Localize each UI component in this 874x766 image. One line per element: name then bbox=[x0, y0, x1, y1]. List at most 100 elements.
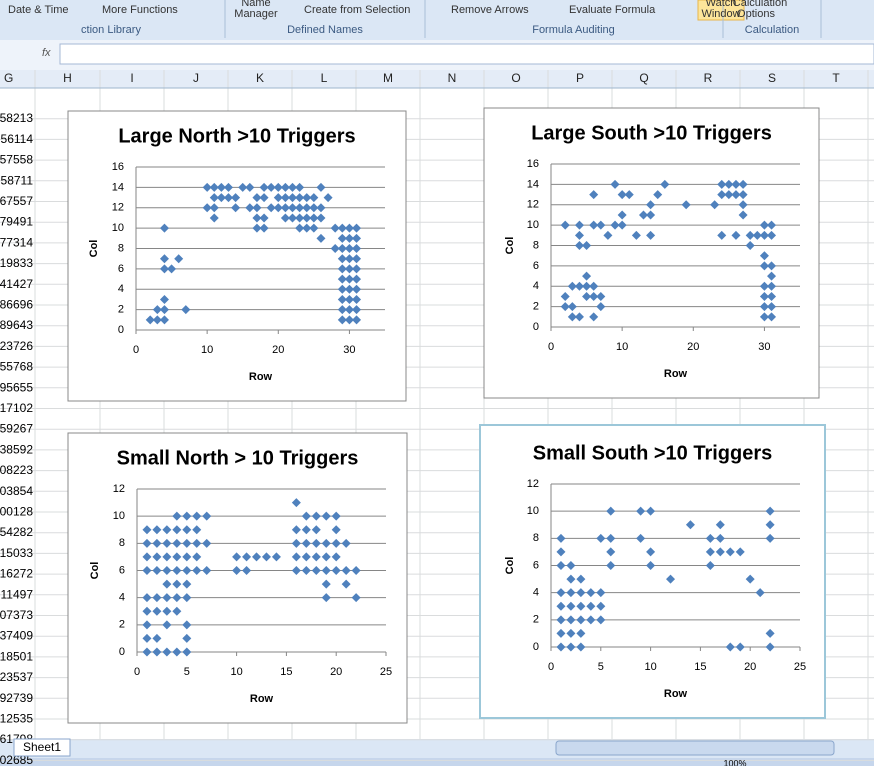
data-point bbox=[596, 588, 606, 598]
data-point bbox=[337, 223, 347, 233]
ribbon-button[interactable]: Window bbox=[701, 8, 740, 20]
data-point bbox=[331, 525, 341, 535]
data-point bbox=[301, 525, 311, 535]
data-point bbox=[231, 203, 241, 213]
data-point bbox=[172, 647, 182, 657]
data-point bbox=[291, 552, 301, 562]
data-point bbox=[202, 538, 212, 548]
data-point bbox=[321, 511, 331, 521]
cell: 95655 bbox=[0, 380, 33, 394]
data-point bbox=[596, 302, 606, 312]
data-point bbox=[337, 315, 347, 325]
data-point bbox=[610, 220, 620, 230]
data-point bbox=[344, 254, 354, 264]
scrollbar[interactable] bbox=[555, 740, 835, 756]
ribbon-button[interactable]: Evaluate Formula bbox=[569, 4, 656, 16]
data-point bbox=[181, 305, 191, 315]
chart-frame[interactable] bbox=[479, 424, 826, 719]
data-point bbox=[302, 193, 312, 203]
data-point bbox=[617, 190, 627, 200]
data-point bbox=[337, 244, 347, 253]
data-point bbox=[759, 220, 769, 230]
ribbon-group-label: Formula Auditing bbox=[532, 24, 615, 36]
chart-frame[interactable] bbox=[67, 432, 408, 724]
data-point bbox=[223, 182, 233, 192]
y-tick-label: 6 bbox=[118, 263, 124, 275]
data-point bbox=[152, 315, 162, 325]
ribbon-button[interactable]: More Functions bbox=[102, 4, 178, 16]
data-point bbox=[576, 574, 586, 584]
data-point bbox=[331, 538, 341, 548]
data-point bbox=[309, 203, 319, 213]
x-tick-label: 10 bbox=[616, 341, 628, 353]
x-tick-label: 5 bbox=[184, 666, 190, 678]
cell: 57558 bbox=[0, 153, 33, 167]
y-tick-label: 14 bbox=[527, 178, 539, 190]
data-point bbox=[192, 552, 202, 562]
data-point bbox=[341, 566, 351, 575]
data-point bbox=[311, 538, 321, 548]
cell: 41427 bbox=[0, 277, 33, 291]
data-point bbox=[724, 179, 734, 189]
data-point bbox=[606, 547, 616, 557]
ribbon-button[interactable]: Create from Selection bbox=[304, 4, 410, 16]
ribbon-button[interactable]: Name bbox=[241, 0, 270, 9]
sheet-tab[interactable] bbox=[13, 738, 71, 757]
y-tick-label: 12 bbox=[113, 483, 125, 495]
data-point bbox=[576, 615, 586, 625]
data-point bbox=[765, 533, 775, 543]
data-point bbox=[145, 315, 155, 325]
data-point bbox=[767, 302, 777, 312]
ribbon-button[interactable]: Calculation bbox=[733, 0, 787, 9]
data-point bbox=[321, 579, 331, 589]
y-tick-label: 12 bbox=[527, 478, 539, 490]
data-point bbox=[582, 291, 592, 301]
data-point bbox=[638, 210, 648, 220]
data-point bbox=[636, 506, 646, 516]
column-header: G bbox=[4, 71, 13, 85]
data-point bbox=[266, 182, 276, 192]
data-point bbox=[159, 305, 169, 315]
data-point bbox=[202, 511, 212, 521]
chart-title: Small North > 10 Triggers bbox=[117, 447, 359, 469]
x-tick-label: 5 bbox=[598, 661, 604, 673]
data-point bbox=[311, 511, 321, 521]
data-point bbox=[202, 566, 212, 575]
data-point bbox=[765, 642, 775, 652]
data-point bbox=[311, 525, 321, 535]
data-point bbox=[316, 203, 326, 213]
watch-window-button[interactable] bbox=[697, 0, 745, 21]
data-point bbox=[323, 193, 333, 203]
data-point bbox=[566, 588, 576, 598]
column-header: P bbox=[576, 71, 584, 85]
data-point bbox=[182, 552, 192, 562]
data-point bbox=[576, 628, 586, 638]
data-point bbox=[288, 203, 298, 213]
data-point bbox=[209, 213, 219, 223]
ribbon-button[interactable]: Watch bbox=[706, 0, 737, 9]
data-point bbox=[731, 190, 741, 200]
data-point bbox=[216, 193, 226, 203]
ribbon-button[interactable]: Remove Arrows bbox=[451, 4, 529, 16]
data-point bbox=[288, 213, 298, 223]
data-point bbox=[280, 203, 290, 213]
x-tick-label: 25 bbox=[380, 666, 392, 678]
data-point bbox=[717, 179, 727, 189]
data-point bbox=[142, 620, 152, 630]
formula-input[interactable] bbox=[59, 43, 874, 65]
ribbon-button[interactable]: Options bbox=[737, 8, 775, 20]
y-tick-label: 2 bbox=[533, 301, 539, 313]
cell: 15033 bbox=[0, 546, 33, 560]
cell: 17102 bbox=[0, 401, 33, 415]
y-tick-label: 10 bbox=[527, 219, 539, 231]
data-point bbox=[182, 593, 192, 603]
data-point bbox=[159, 264, 169, 274]
ribbon-button[interactable]: Manager bbox=[234, 8, 278, 20]
ribbon-button[interactable]: Date & Time bbox=[8, 4, 69, 16]
chart-title: Small South >10 Triggers bbox=[533, 442, 773, 464]
chart-frame[interactable] bbox=[483, 107, 820, 399]
y-tick-label: 6 bbox=[119, 564, 125, 576]
data-point bbox=[352, 315, 362, 325]
data-point bbox=[586, 615, 596, 625]
data-point bbox=[705, 561, 715, 570]
